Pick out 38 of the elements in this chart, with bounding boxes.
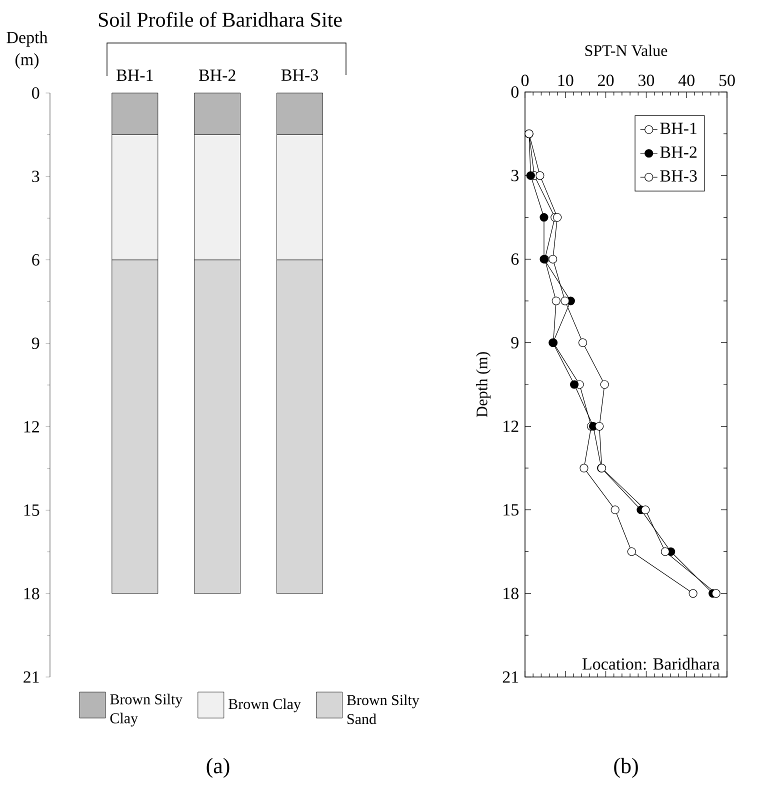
y-axis-title: Depth (m) [6,31,48,69]
x-tick-label: BH-1 [116,70,153,81]
y-tick-label: 15 [504,504,518,516]
y-tick-label: 21 [24,671,39,683]
x-tick-label: 40 [678,74,694,86]
y-tick-label: 3 [511,170,518,182]
y-tick-label: 9 [511,337,518,348]
x-tick-label: 20 [598,74,614,86]
y-tick-label: 15 [24,504,40,516]
legend-label: Brown Clay [228,698,301,712]
x-axis-title: SPT-N Value [585,44,668,56]
text: (a) [206,758,230,778]
y-tick-label: 21 [502,671,518,683]
y-tick-label: 6 [511,253,519,265]
text: (b) [614,758,638,778]
y-tick-label: 0 [511,86,518,98]
legend-label: Brown Silty Clay [110,694,183,726]
x-tick-label: 0 [521,74,529,86]
y-tick-label: 0 [32,87,40,99]
y-tick-label: 18 [504,588,518,600]
y-tick-label: 9 [32,338,40,350]
x-tick-label: BH-2 [198,70,236,81]
annotation: Location: Baridhara [582,658,720,670]
legend-label: Brown Silty Sand [346,694,420,724]
x-tick-label: 30 [638,74,654,86]
y-tick-label: 12 [504,420,518,432]
x-tick-label: 10 [558,74,574,86]
legend-label: BH-3 [660,170,697,182]
y-tick-label: 3 [32,170,40,182]
y-tick-label: 12 [24,421,39,432]
y-axis-title: Depth (m) [476,352,491,418]
x-tick-label: 50 [719,74,735,86]
legend-label: BH-2 [660,146,697,158]
y-tick-label: 18 [24,588,40,600]
y-tick-label: 6 [32,254,40,266]
x-tick-label: BH-3 [281,69,318,81]
chart-title: Soil Profile of Baridhara Site [98,12,342,27]
legend-label: BH-1 [660,122,696,134]
